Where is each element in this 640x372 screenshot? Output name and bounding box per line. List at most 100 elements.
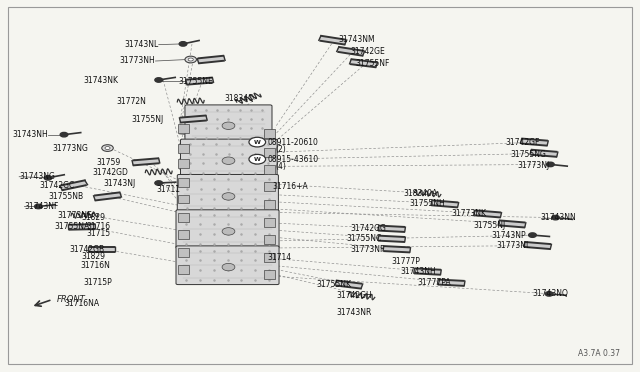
Text: 31711: 31711 [156, 185, 180, 194]
Text: 31743NF: 31743NF [24, 202, 59, 211]
Bar [178, 230, 189, 239]
Text: 31773NL: 31773NL [496, 241, 531, 250]
Circle shape [185, 56, 196, 63]
Bar [264, 218, 275, 227]
Text: 31773NK: 31773NK [451, 209, 486, 218]
Bar [264, 200, 275, 209]
Bar [178, 178, 189, 187]
Bar [264, 165, 275, 174]
Text: 31834Q: 31834Q [224, 94, 254, 103]
Text: A3.7A 0.37: A3.7A 0.37 [577, 349, 620, 358]
Text: 31743NR: 31743NR [336, 308, 371, 317]
Text: 31773NE: 31773NE [58, 211, 92, 219]
FancyBboxPatch shape [185, 105, 272, 142]
Bar [178, 144, 189, 153]
Bar [178, 195, 189, 203]
Text: 31716N: 31716N [80, 262, 110, 270]
Circle shape [102, 145, 113, 151]
Circle shape [222, 122, 235, 129]
Text: 31742GE: 31742GE [351, 47, 385, 56]
Circle shape [188, 58, 193, 61]
Text: 31755NH: 31755NH [410, 199, 445, 208]
Circle shape [155, 181, 163, 185]
Circle shape [545, 292, 553, 296]
Text: 31755NJ: 31755NJ [474, 221, 506, 230]
Circle shape [222, 228, 235, 235]
FancyBboxPatch shape [176, 210, 279, 248]
Text: 31743NH: 31743NH [12, 130, 48, 139]
Text: (2): (2) [275, 145, 286, 154]
FancyBboxPatch shape [177, 174, 278, 213]
Text: 31829: 31829 [82, 252, 106, 261]
Text: 31755NA: 31755NA [54, 222, 90, 231]
Text: 31755NF: 31755NF [355, 59, 390, 68]
FancyBboxPatch shape [180, 139, 277, 178]
Circle shape [155, 78, 163, 82]
Circle shape [222, 157, 235, 164]
Text: 31755NG: 31755NG [511, 150, 547, 158]
Text: 31773NJ: 31773NJ [517, 161, 549, 170]
Text: 31743NL: 31743NL [124, 40, 159, 49]
Text: 31755NE: 31755NE [178, 77, 212, 86]
Circle shape [552, 215, 559, 220]
Circle shape [179, 42, 187, 46]
Text: 31743NJ: 31743NJ [104, 179, 136, 187]
Text: 31743NK: 31743NK [83, 76, 118, 85]
Text: W: W [254, 140, 260, 145]
Bar [264, 148, 275, 157]
Bar [178, 159, 189, 168]
Text: 31777PA: 31777PA [417, 278, 451, 287]
Bar [178, 124, 189, 133]
Text: 31777P: 31777P [392, 257, 420, 266]
Bar [178, 265, 189, 274]
Circle shape [35, 204, 42, 209]
Text: 31742GD: 31742GD [92, 168, 128, 177]
Text: 31742GB: 31742GB [69, 245, 104, 254]
Circle shape [222, 193, 235, 200]
Text: 31716+A: 31716+A [272, 182, 308, 191]
Text: 31716: 31716 [86, 222, 110, 231]
Text: 31743NH: 31743NH [400, 267, 436, 276]
Text: 31715P: 31715P [83, 278, 112, 287]
Text: 31715: 31715 [86, 229, 110, 238]
Text: 31742GC: 31742GC [40, 181, 75, 190]
Text: 31743NM: 31743NM [338, 35, 374, 44]
Bar [264, 235, 275, 244]
Bar [264, 129, 275, 138]
Text: 31773NF: 31773NF [351, 245, 385, 254]
Text: 08915-43610: 08915-43610 [268, 155, 319, 164]
Text: 31743NN: 31743NN [541, 213, 577, 222]
Bar [178, 213, 189, 222]
Bar [264, 270, 275, 279]
Text: 31773NG: 31773NG [52, 144, 88, 153]
Text: 31743NG: 31743NG [19, 172, 55, 181]
Text: 08911-20610: 08911-20610 [268, 138, 318, 147]
Text: 31755NB: 31755NB [48, 192, 83, 201]
Text: 31742GF: 31742GF [506, 138, 540, 147]
Text: 31829: 31829 [82, 213, 106, 222]
Text: 31755NC: 31755NC [347, 234, 382, 243]
Circle shape [60, 132, 68, 137]
Circle shape [44, 176, 52, 180]
Circle shape [529, 233, 536, 237]
Circle shape [547, 162, 554, 167]
Circle shape [222, 263, 235, 271]
Bar [264, 253, 275, 262]
Text: 31743NP: 31743NP [492, 231, 526, 240]
Text: 31755NJ: 31755NJ [131, 115, 163, 124]
Circle shape [249, 154, 266, 164]
Circle shape [105, 147, 110, 150]
Text: FRONT: FRONT [56, 295, 85, 304]
Bar [178, 248, 189, 257]
Text: (4): (4) [275, 162, 286, 171]
Text: 31772N: 31772N [116, 97, 146, 106]
Text: 31743NQ: 31743NQ [532, 289, 568, 298]
Circle shape [249, 137, 266, 147]
Text: 31755NK: 31755NK [317, 280, 352, 289]
FancyBboxPatch shape [176, 246, 279, 285]
Text: 31742GG: 31742GG [351, 224, 387, 233]
Text: 31716NA: 31716NA [64, 299, 99, 308]
Text: 31773NH: 31773NH [120, 56, 156, 65]
Text: 31714: 31714 [268, 253, 292, 262]
Text: 31742GH: 31742GH [336, 291, 372, 300]
